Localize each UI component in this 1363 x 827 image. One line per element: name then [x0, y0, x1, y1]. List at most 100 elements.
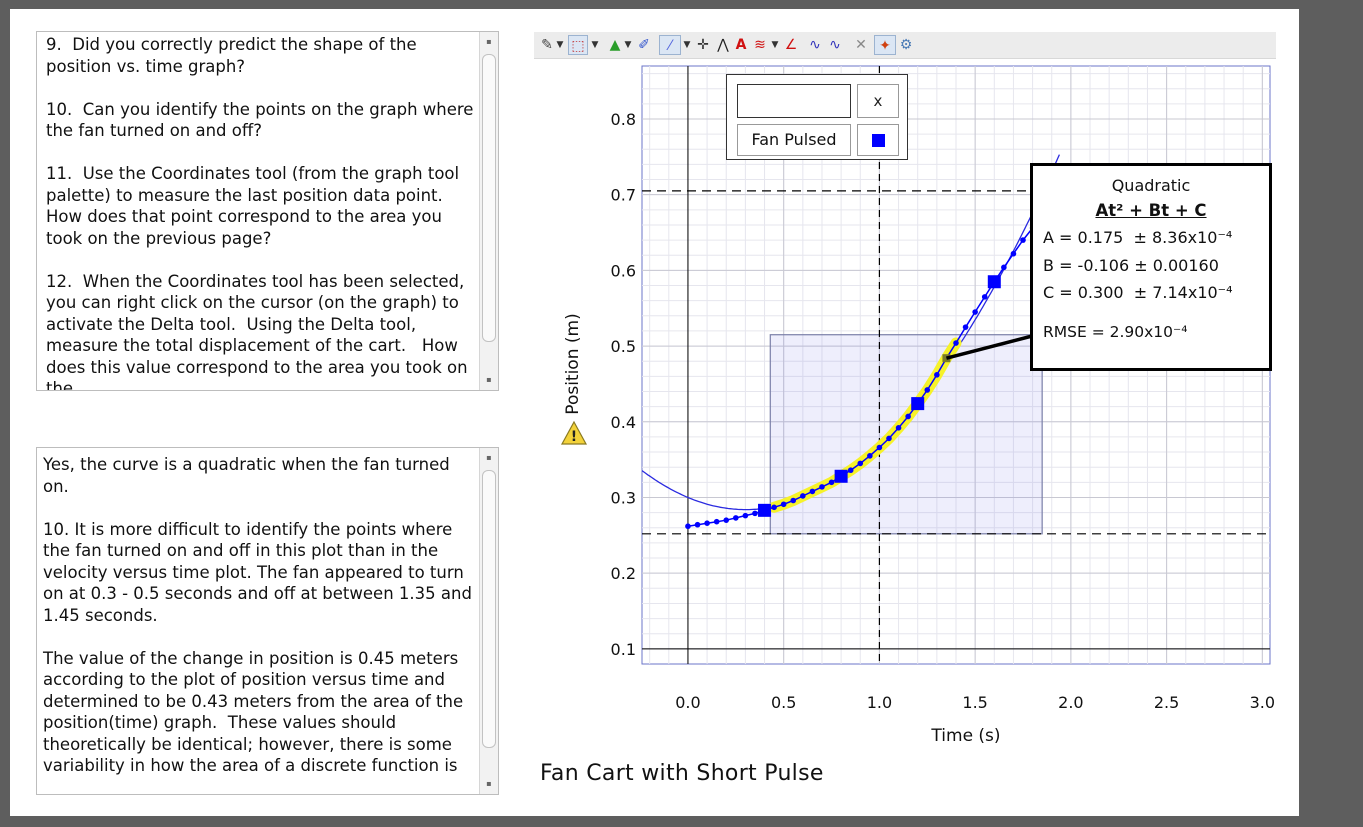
- graph-toolbar: ✎ ▼ ⬚ ▼ ▲ ▼ ✐ ⁄ ▼ ✛ ⋀ A ≋ ▼ ∠ ∿ ∿ ✕ ✦ ⚙: [534, 32, 1276, 59]
- color-icon[interactable]: ▲: [609, 37, 621, 53]
- y-tick-label: 0.3: [611, 488, 636, 507]
- answer-text[interactable]: Yes, the curve is a quadratic when the f…: [43, 455, 472, 775]
- x-tick-label: 1.5: [962, 693, 987, 712]
- data-point-marker: [911, 397, 925, 411]
- graph-legend[interactable]: x Fan Pulsed: [726, 74, 908, 160]
- graph-caption: Fan Cart with Short Pulse: [540, 761, 824, 786]
- legend-close-button[interactable]: x: [857, 84, 899, 118]
- data-point: [962, 324, 969, 330]
- x-axis-label: Time (s): [930, 726, 1000, 746]
- data-point: [800, 493, 806, 499]
- data-point: [934, 372, 940, 378]
- data-point: [981, 294, 988, 300]
- x-tick-label: 0.0: [675, 693, 700, 712]
- y-tick-label: 0.4: [611, 413, 636, 432]
- x-tick-label: 2.5: [1154, 693, 1179, 712]
- legend-title-input[interactable]: [737, 84, 851, 118]
- reference-lines: [642, 66, 1270, 664]
- data-point: [828, 479, 835, 486]
- y-tick-label: 0.7: [611, 186, 636, 205]
- dropdown-icon[interactable]: ▼: [683, 40, 691, 50]
- fit-param-c: C = 0.300 ± 7.14x10⁻⁴: [1043, 283, 1233, 302]
- fit-box-pointer: [945, 332, 1041, 360]
- fit-alt-icon[interactable]: ∿: [829, 37, 841, 53]
- integral-region: [769, 334, 1043, 535]
- region-select-icon[interactable]: ⬚: [568, 35, 588, 55]
- delete-icon[interactable]: ✕: [855, 37, 867, 53]
- data-point-marker: [834, 469, 848, 483]
- y-tick-label: 0.1: [611, 640, 636, 659]
- svg-text:!: !: [571, 429, 577, 445]
- peak-icon[interactable]: ⋀: [717, 37, 729, 53]
- data-point: [809, 488, 816, 495]
- settings-icon[interactable]: ⚙: [899, 37, 913, 53]
- data-point: [704, 520, 710, 527]
- y-tick-label: 0.8: [611, 110, 636, 129]
- warning-icon[interactable]: !: [560, 420, 588, 445]
- edit-icon[interactable]: ✎: [541, 37, 553, 53]
- y-tick-label: 0.5: [611, 337, 636, 356]
- data-point: [819, 484, 825, 490]
- data-point: [924, 387, 931, 393]
- x-tick-label: 0.5: [771, 693, 796, 712]
- questions-pane[interactable]: 9. Did you correctly predict the shape o…: [36, 31, 499, 391]
- data-point-marker: [987, 275, 1001, 289]
- data-point: [1020, 237, 1026, 243]
- x-tick-label: 3.0: [1250, 693, 1275, 712]
- fit-rmse: RMSE = 2.90x10⁻⁴: [1043, 323, 1188, 341]
- noise-icon[interactable]: ≋: [754, 37, 766, 53]
- scroll-down-icon[interactable]: ▪: [486, 779, 492, 788]
- y-tick-label: 0.2: [611, 564, 636, 583]
- data-point: [953, 340, 959, 346]
- square-marker-icon: [872, 134, 885, 147]
- data-point: [972, 309, 978, 315]
- data-point: [694, 521, 701, 528]
- axes-lines: [642, 66, 1270, 664]
- data-point: [857, 460, 864, 467]
- fit-results-box[interactable]: Quadratic At² + Bt + C A = 0.175 ± 8.36x…: [1030, 163, 1272, 371]
- line-tool-icon[interactable]: ⁄: [659, 35, 681, 55]
- data-point-marker: [758, 503, 772, 517]
- dropdown-icon[interactable]: ▼: [624, 40, 632, 50]
- dropdown-icon[interactable]: ▼: [556, 40, 564, 50]
- data-point: [867, 453, 873, 459]
- text-icon[interactable]: A: [735, 37, 747, 53]
- tangent-icon[interactable]: ∠: [784, 37, 798, 53]
- data-point: [752, 510, 758, 517]
- dropdown-icon[interactable]: ▼: [771, 40, 779, 50]
- integral-rect: [769, 334, 1043, 535]
- questions-text: 9. Did you correctly predict the shape o…: [46, 35, 474, 391]
- scroll-thumb[interactable]: [482, 470, 496, 748]
- crosshair-icon[interactable]: ✛: [697, 37, 709, 53]
- x-tick-labels: 0.0 0.5 1.0 1.5 2.0 2.5 3.0: [675, 693, 1275, 712]
- fit-param-a: A = 0.175 ± 8.36x10⁻⁴: [1043, 228, 1233, 247]
- scroll-up-icon[interactable]: ▪: [486, 453, 492, 462]
- data-point: [886, 435, 892, 442]
- data-point: [847, 467, 854, 474]
- answer-pane[interactable]: Yes, the curve is a quadratic when the f…: [36, 447, 499, 795]
- data-point: [723, 517, 730, 523]
- dropdown-icon[interactable]: ▼: [591, 40, 599, 50]
- x-tick-label: 2.0: [1058, 693, 1083, 712]
- legend-series-label: Fan Pulsed: [737, 124, 851, 156]
- fit-param-b: B = -0.106 ± 0.00160: [1043, 256, 1219, 275]
- fit-icon[interactable]: ∿: [809, 37, 821, 53]
- data-point: [895, 425, 902, 431]
- brush-icon[interactable]: ✐: [638, 37, 650, 53]
- data-point: [790, 497, 797, 504]
- scroll-up-icon[interactable]: ▪: [486, 37, 492, 46]
- data-point: [713, 518, 720, 525]
- scroll-down-icon[interactable]: ▪: [486, 375, 492, 384]
- page: 9. Did you correctly predict the shape o…: [10, 9, 1299, 816]
- questions-scrollbar[interactable]: ▪ ▪: [479, 32, 498, 390]
- pin-icon[interactable]: ✦: [874, 35, 896, 55]
- answer-scrollbar[interactable]: ▪ ▪: [479, 448, 498, 794]
- legend-series-swatch[interactable]: [857, 124, 899, 156]
- data-point: [771, 504, 777, 511]
- data-point: [733, 515, 739, 521]
- data-point: [742, 512, 749, 519]
- data-point: [1010, 250, 1017, 257]
- data-point: [780, 501, 787, 508]
- scroll-thumb[interactable]: [482, 54, 496, 342]
